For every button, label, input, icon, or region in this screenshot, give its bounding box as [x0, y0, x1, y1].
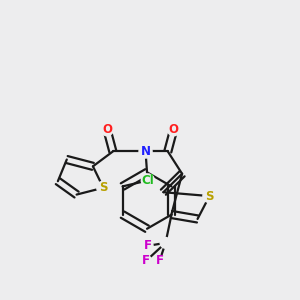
Circle shape [139, 145, 152, 158]
Circle shape [142, 241, 153, 251]
Circle shape [141, 255, 152, 266]
Text: S: S [205, 190, 214, 202]
Text: F: F [142, 254, 150, 267]
Circle shape [97, 181, 110, 194]
Text: F: F [144, 239, 152, 252]
Circle shape [160, 238, 171, 248]
Circle shape [167, 123, 180, 136]
Text: O: O [102, 123, 112, 136]
Circle shape [100, 123, 113, 136]
Text: O: O [169, 123, 179, 136]
Circle shape [141, 174, 154, 187]
Text: N: N [140, 145, 151, 158]
Circle shape [203, 190, 216, 202]
Circle shape [154, 255, 165, 266]
Text: S: S [99, 181, 108, 194]
Text: Cl: Cl [142, 174, 154, 187]
Text: F: F [156, 254, 164, 267]
